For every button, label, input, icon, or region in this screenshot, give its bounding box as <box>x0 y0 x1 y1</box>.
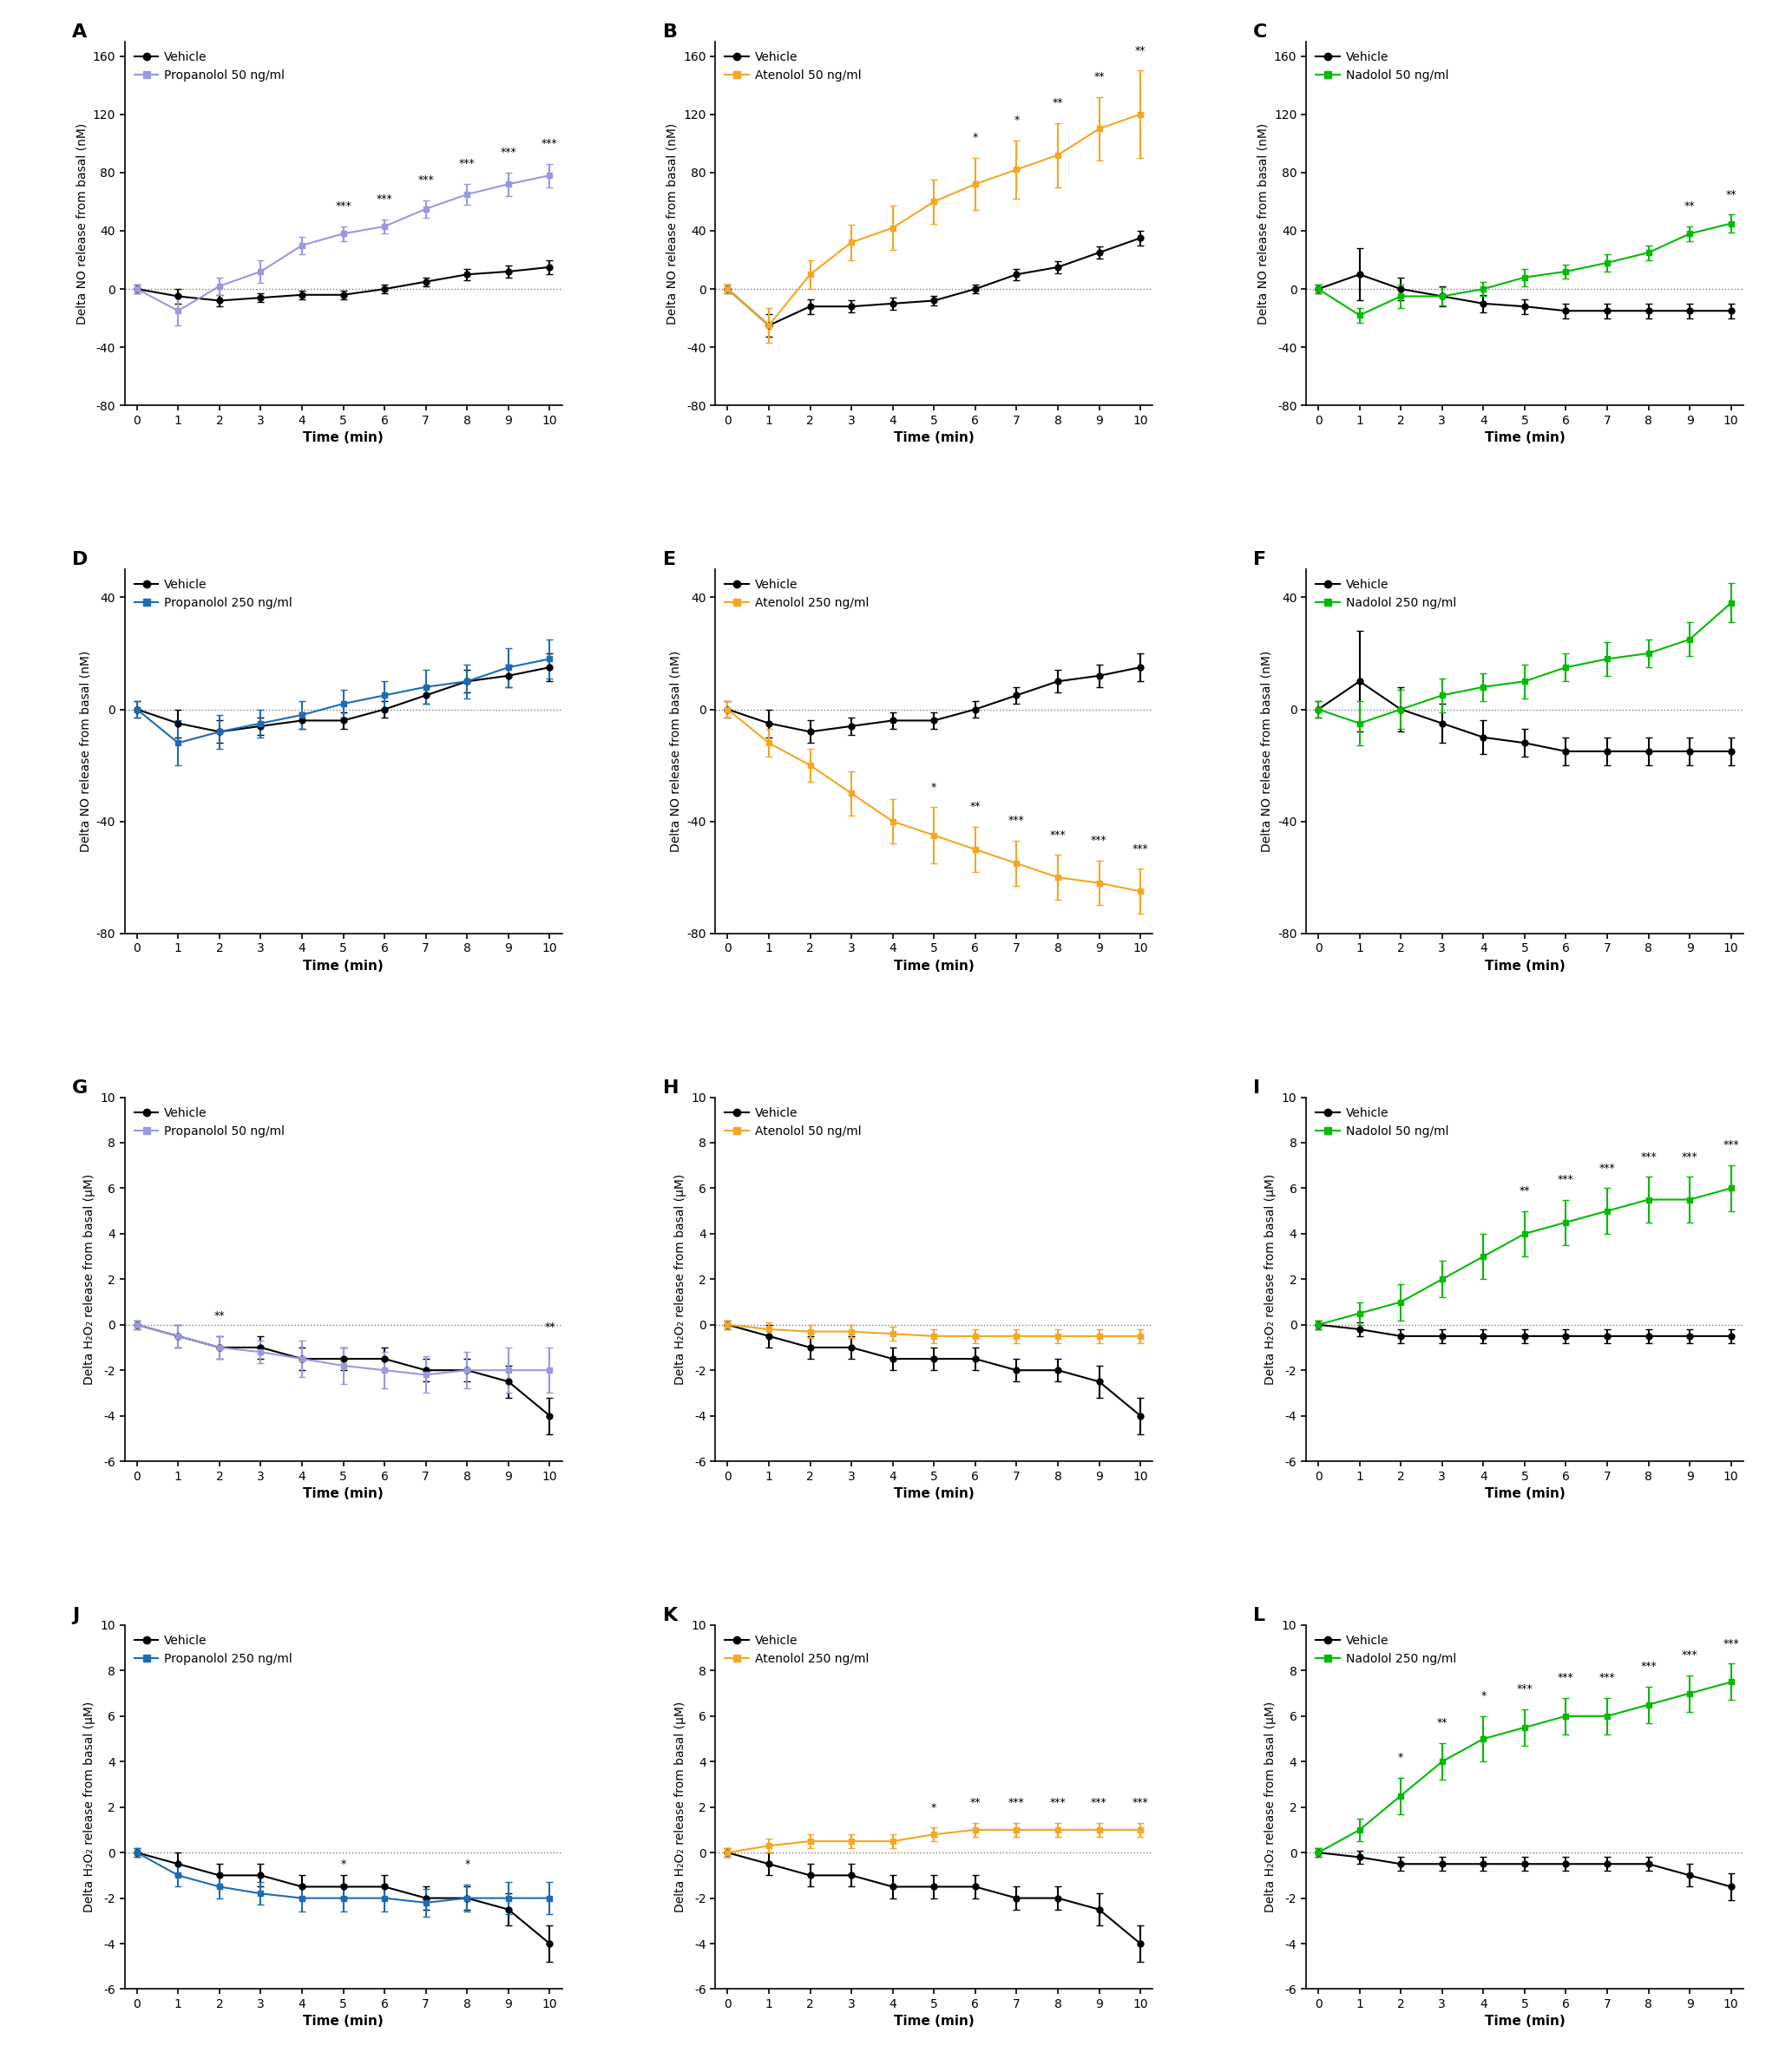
Text: *: * <box>930 1803 938 1813</box>
Text: ***: *** <box>1599 1672 1615 1682</box>
Text: ***: *** <box>1131 843 1149 854</box>
Legend: Vehicle, Propanolol 250 ng/ml: Vehicle, Propanolol 250 ng/ml <box>130 1631 295 1668</box>
Text: C: C <box>1254 23 1268 41</box>
Text: ***: *** <box>1009 814 1025 827</box>
Text: **: ** <box>1437 1718 1448 1728</box>
Text: E: E <box>664 551 676 568</box>
Text: D: D <box>71 551 87 568</box>
Legend: Vehicle, Nadolol 250 ng/ml: Vehicle, Nadolol 250 ng/ml <box>1311 576 1461 613</box>
Text: ***: *** <box>1050 1796 1066 1809</box>
Text: **: ** <box>1685 201 1695 211</box>
Legend: Vehicle, Atenolol 250 ng/ml: Vehicle, Atenolol 250 ng/ml <box>720 1631 873 1668</box>
Text: ***: *** <box>1091 1796 1107 1809</box>
Text: ***: *** <box>1722 1637 1740 1649</box>
Y-axis label: Delta NO release from basal (nM): Delta NO release from basal (nM) <box>665 122 678 323</box>
Text: ***: *** <box>1681 1150 1697 1162</box>
Y-axis label: Delta H₂O₂ release from basal (μM): Delta H₂O₂ release from basal (μM) <box>84 1701 96 1912</box>
Text: B: B <box>664 23 678 41</box>
Text: **: ** <box>1726 189 1736 201</box>
Text: *: * <box>464 1859 470 1869</box>
Text: I: I <box>1254 1080 1261 1096</box>
Y-axis label: Delta NO release from basal (nM): Delta NO release from basal (nM) <box>669 651 681 852</box>
Text: K: K <box>664 1608 678 1624</box>
Text: ***: *** <box>1722 1140 1740 1150</box>
X-axis label: Time (min): Time (min) <box>302 959 384 972</box>
Text: **: ** <box>1519 1185 1530 1196</box>
Text: ***: *** <box>1516 1682 1533 1695</box>
X-axis label: Time (min): Time (min) <box>1484 1488 1566 1500</box>
Legend: Vehicle, Atenolol 50 ng/ml: Vehicle, Atenolol 50 ng/ml <box>720 1102 865 1142</box>
Text: *: * <box>340 1859 345 1869</box>
Legend: Vehicle, Propanolol 50 ng/ml: Vehicle, Propanolol 50 ng/ml <box>130 1102 288 1142</box>
Legend: Vehicle, Atenolol 50 ng/ml: Vehicle, Atenolol 50 ng/ml <box>720 48 865 85</box>
Text: ***: *** <box>334 201 352 211</box>
Text: ***: *** <box>1640 1150 1656 1162</box>
X-axis label: Time (min): Time (min) <box>302 2016 384 2028</box>
Legend: Vehicle, Nadolol 250 ng/ml: Vehicle, Nadolol 250 ng/ml <box>1311 1631 1461 1668</box>
Text: *: * <box>1480 1691 1485 1701</box>
Text: A: A <box>71 23 87 41</box>
Y-axis label: Delta H₂O₂ release from basal (μM): Delta H₂O₂ release from basal (μM) <box>84 1173 96 1384</box>
Text: **: ** <box>970 1796 980 1809</box>
X-axis label: Time (min): Time (min) <box>893 2016 975 2028</box>
Text: H: H <box>664 1080 680 1096</box>
Text: ***: *** <box>1640 1660 1656 1672</box>
Text: ***: *** <box>1131 1796 1149 1809</box>
Y-axis label: Delta H₂O₂ release from basal (μM): Delta H₂O₂ release from basal (μM) <box>674 1173 687 1384</box>
Text: *: * <box>973 133 978 143</box>
Y-axis label: Delta NO release from basal (nM): Delta NO release from basal (nM) <box>1258 122 1268 323</box>
Text: ***: *** <box>377 193 393 205</box>
Text: G: G <box>71 1080 87 1096</box>
Y-axis label: Delta H₂O₂ release from basal (μM): Delta H₂O₂ release from basal (μM) <box>1265 1701 1277 1912</box>
Legend: Vehicle, Nadolol 50 ng/ml: Vehicle, Nadolol 50 ng/ml <box>1311 1102 1452 1142</box>
Text: ***: *** <box>1050 829 1066 841</box>
Text: J: J <box>71 1608 80 1624</box>
Text: F: F <box>1254 551 1267 568</box>
Legend: Vehicle, Propanolol 250 ng/ml: Vehicle, Propanolol 250 ng/ml <box>130 576 295 613</box>
Text: ***: *** <box>1681 1649 1697 1660</box>
Text: **: ** <box>544 1322 555 1332</box>
Text: L: L <box>1254 1608 1265 1624</box>
X-axis label: Time (min): Time (min) <box>893 1488 975 1500</box>
Y-axis label: Delta NO release from basal (nM): Delta NO release from basal (nM) <box>78 651 91 852</box>
X-axis label: Time (min): Time (min) <box>1484 2016 1566 2028</box>
Text: *: * <box>930 781 938 794</box>
Text: **: ** <box>1135 46 1146 56</box>
Text: **: ** <box>1094 70 1105 83</box>
Text: *: * <box>1398 1751 1404 1763</box>
X-axis label: Time (min): Time (min) <box>893 959 975 972</box>
Text: ***: *** <box>1558 1173 1574 1185</box>
Text: *: * <box>1014 114 1019 126</box>
X-axis label: Time (min): Time (min) <box>893 431 975 445</box>
X-axis label: Time (min): Time (min) <box>1484 431 1566 445</box>
Text: ***: *** <box>459 157 475 170</box>
Text: **: ** <box>970 802 980 812</box>
Legend: Vehicle, Nadolol 50 ng/ml: Vehicle, Nadolol 50 ng/ml <box>1311 48 1452 85</box>
X-axis label: Time (min): Time (min) <box>302 431 384 445</box>
Y-axis label: Delta H₂O₂ release from basal (μM): Delta H₂O₂ release from basal (μM) <box>1265 1173 1277 1384</box>
Text: ***: *** <box>1009 1796 1025 1809</box>
X-axis label: Time (min): Time (min) <box>1484 959 1566 972</box>
Legend: Vehicle, Propanolol 50 ng/ml: Vehicle, Propanolol 50 ng/ml <box>130 48 288 85</box>
X-axis label: Time (min): Time (min) <box>302 1488 384 1500</box>
Text: ***: *** <box>1091 835 1107 845</box>
Text: ***: *** <box>1558 1672 1574 1682</box>
Y-axis label: Delta NO release from basal (nM): Delta NO release from basal (nM) <box>1260 651 1272 852</box>
Text: ***: *** <box>500 147 516 157</box>
Y-axis label: Delta H₂O₂ release from basal (μM): Delta H₂O₂ release from basal (μM) <box>674 1701 687 1912</box>
Text: **: ** <box>1053 97 1064 108</box>
Text: **: ** <box>213 1310 224 1322</box>
Text: ***: *** <box>541 139 559 149</box>
Text: ***: *** <box>418 174 434 186</box>
Text: ***: *** <box>1599 1162 1615 1173</box>
Y-axis label: Delta NO release from basal (nM): Delta NO release from basal (nM) <box>75 122 87 323</box>
Legend: Vehicle, Atenolol 250 ng/ml: Vehicle, Atenolol 250 ng/ml <box>720 576 873 613</box>
